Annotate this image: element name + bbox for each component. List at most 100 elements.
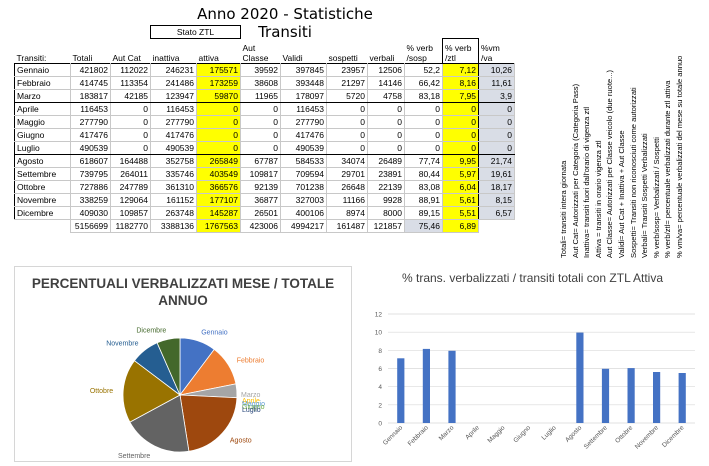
total-cell: 75,46 bbox=[404, 219, 443, 233]
table-cell: 265849 bbox=[196, 154, 241, 168]
table-cell: 112022 bbox=[110, 63, 151, 77]
table-cell: 8974 bbox=[326, 206, 368, 220]
header-spacer bbox=[327, 26, 368, 39]
table-cell: 0 bbox=[478, 141, 515, 155]
table-cell: 36877 bbox=[240, 193, 281, 207]
note-line: Aut Cat= Autorizzati per Categoria (Cate… bbox=[570, 83, 580, 258]
table-cell: 38608 bbox=[240, 76, 281, 90]
table-cell: 26489 bbox=[367, 154, 405, 168]
table-cell: 5720 bbox=[326, 89, 368, 103]
table-cell: 39592 bbox=[240, 63, 281, 77]
table-cell: 8,15 bbox=[478, 193, 515, 207]
bar-novembre bbox=[653, 372, 661, 423]
table-cell: 393448 bbox=[280, 76, 327, 90]
table-cell: 178097 bbox=[280, 89, 327, 103]
total-cell bbox=[479, 220, 515, 233]
table-cell: 5,61 bbox=[442, 193, 479, 207]
table-cell: 66,42 bbox=[404, 76, 443, 90]
bar-gennaio bbox=[397, 358, 405, 423]
table-cell: 701238 bbox=[280, 180, 327, 194]
table-cell: 727886 bbox=[70, 180, 111, 194]
totals-row: 5156699 1182770 3388136 1767563 423006 499421… bbox=[15, 219, 515, 233]
table-cell: 0 bbox=[326, 115, 368, 129]
row-label: Giugno bbox=[14, 128, 71, 142]
table-cell: 0 bbox=[240, 102, 281, 116]
table-cell: 0 bbox=[326, 128, 368, 142]
table-cell: 0 bbox=[404, 128, 443, 142]
bar-chart: 0 2 4 6 8 10 12 Gennaio Febbraio Marzo Aprile Maggi… bbox=[375, 312, 695, 451]
note-line: Attiva = transiti in orario vigenza ztl bbox=[593, 140, 603, 258]
pie-label: Settembre bbox=[118, 453, 150, 460]
table-cell: 88,91 bbox=[404, 193, 443, 207]
total-cell: 3388136 bbox=[150, 219, 197, 233]
table-cell: 89,15 bbox=[404, 206, 443, 220]
y-tick-label: 10 bbox=[375, 330, 383, 337]
row-label: Novembre bbox=[14, 193, 71, 207]
x-tick-label: Settembre bbox=[583, 424, 609, 450]
row-label: Gennaio bbox=[14, 63, 71, 77]
table-cell: 417476 bbox=[70, 128, 111, 142]
table-cell: 0 bbox=[367, 115, 405, 129]
table-cell: 0 bbox=[110, 128, 151, 142]
total-cell: 1182770 bbox=[110, 219, 151, 233]
note-line: Totali= transiti intera giornata bbox=[559, 160, 568, 258]
table-cell: 0 bbox=[442, 128, 479, 142]
table-cell: 490539 bbox=[280, 141, 327, 155]
table-cell: 173259 bbox=[196, 76, 241, 90]
pie-label: Novembre bbox=[106, 340, 138, 347]
row-label: Luglio bbox=[14, 141, 71, 155]
table-cell: 277790 bbox=[280, 115, 327, 129]
table-cell: 0 bbox=[404, 102, 443, 116]
pie-slice-agosto bbox=[179, 394, 238, 452]
table-cell: 0 bbox=[240, 128, 281, 142]
header-spacer bbox=[111, 26, 151, 39]
note-line: % vm/va= percentuale verbalizzati del me… bbox=[674, 55, 684, 258]
table-cell: 0 bbox=[404, 141, 443, 155]
table-cell: 83,18 bbox=[404, 89, 443, 103]
table-row: Agosto 618607 164488 352758 265849 67787 58453… bbox=[14, 154, 515, 168]
bar-dicembre bbox=[678, 373, 686, 423]
bar-chart-title: % trans. verbalizzati / transiti totali … bbox=[402, 271, 663, 285]
table-row: Ottobre 727886 247789 361310 366576 92139 7012… bbox=[14, 180, 515, 194]
row-label: Febbraio bbox=[14, 76, 71, 90]
table-cell: 0 bbox=[442, 115, 479, 129]
table-cell: 116453 bbox=[280, 102, 327, 116]
column-header: sospetti bbox=[328, 53, 358, 63]
bar-settembre bbox=[601, 368, 610, 423]
bar-chart-panel: % trans. verbalizzati / transiti totali … bbox=[360, 266, 705, 462]
column-header: %vm /va bbox=[481, 43, 500, 63]
header-spacer bbox=[15, 26, 71, 39]
table-row: Marzo 183817 42185 123947 59870 11965 178097 57… bbox=[14, 89, 515, 103]
pie-label: Agosto bbox=[230, 438, 252, 445]
note-line: Sospetti= Transiti non riconosciuti come… bbox=[628, 87, 638, 258]
pie-slice-settembre bbox=[129, 394, 190, 453]
table-cell: 0 bbox=[110, 141, 151, 155]
column-header: Aut Cat bbox=[112, 53, 141, 63]
table-cell: 338259 bbox=[70, 193, 111, 207]
table-cell: 0 bbox=[326, 102, 368, 116]
total-cell: 121857 bbox=[367, 219, 405, 233]
x-tick-label: Aprile bbox=[464, 424, 481, 441]
table-cell: 0 bbox=[478, 128, 515, 142]
table-cell: 34074 bbox=[326, 154, 368, 168]
note-line: Aut Classe= Autorizzati per Classe veico… bbox=[605, 69, 615, 258]
table-cell: 409030 bbox=[70, 206, 111, 220]
note-line: % verb/ztl= percentuale verbalizzati dur… bbox=[663, 80, 673, 259]
table-row: Luglio 490539 0 490539 0 0 490539 0 0 0 0 0 bbox=[14, 141, 515, 155]
table-cell: 113354 bbox=[110, 76, 151, 90]
pie-label: Dicembre bbox=[136, 327, 166, 334]
bar-ottobre bbox=[627, 368, 635, 423]
table-cell: 77,74 bbox=[404, 154, 443, 168]
table-cell: 5,51 bbox=[442, 206, 479, 220]
row-label: Settembre bbox=[14, 167, 71, 181]
table-row: Maggio 277790 0 277790 0 0 277790 0 0 0 0 0 bbox=[14, 115, 515, 129]
table-cell: 0 bbox=[240, 141, 281, 155]
total-cell: 1767563 bbox=[196, 219, 241, 233]
table-cell: 366576 bbox=[196, 180, 241, 194]
y-tick-label: 12 bbox=[375, 312, 383, 319]
table-cell: 9928 bbox=[367, 193, 405, 207]
table-cell: 417476 bbox=[150, 128, 197, 142]
table-cell: 23957 bbox=[326, 63, 368, 77]
table-cell: 241486 bbox=[150, 76, 197, 90]
transit-stats-table: Stato ZTL Transiti: Totali Aut Cat inattiva a… bbox=[14, 25, 515, 233]
